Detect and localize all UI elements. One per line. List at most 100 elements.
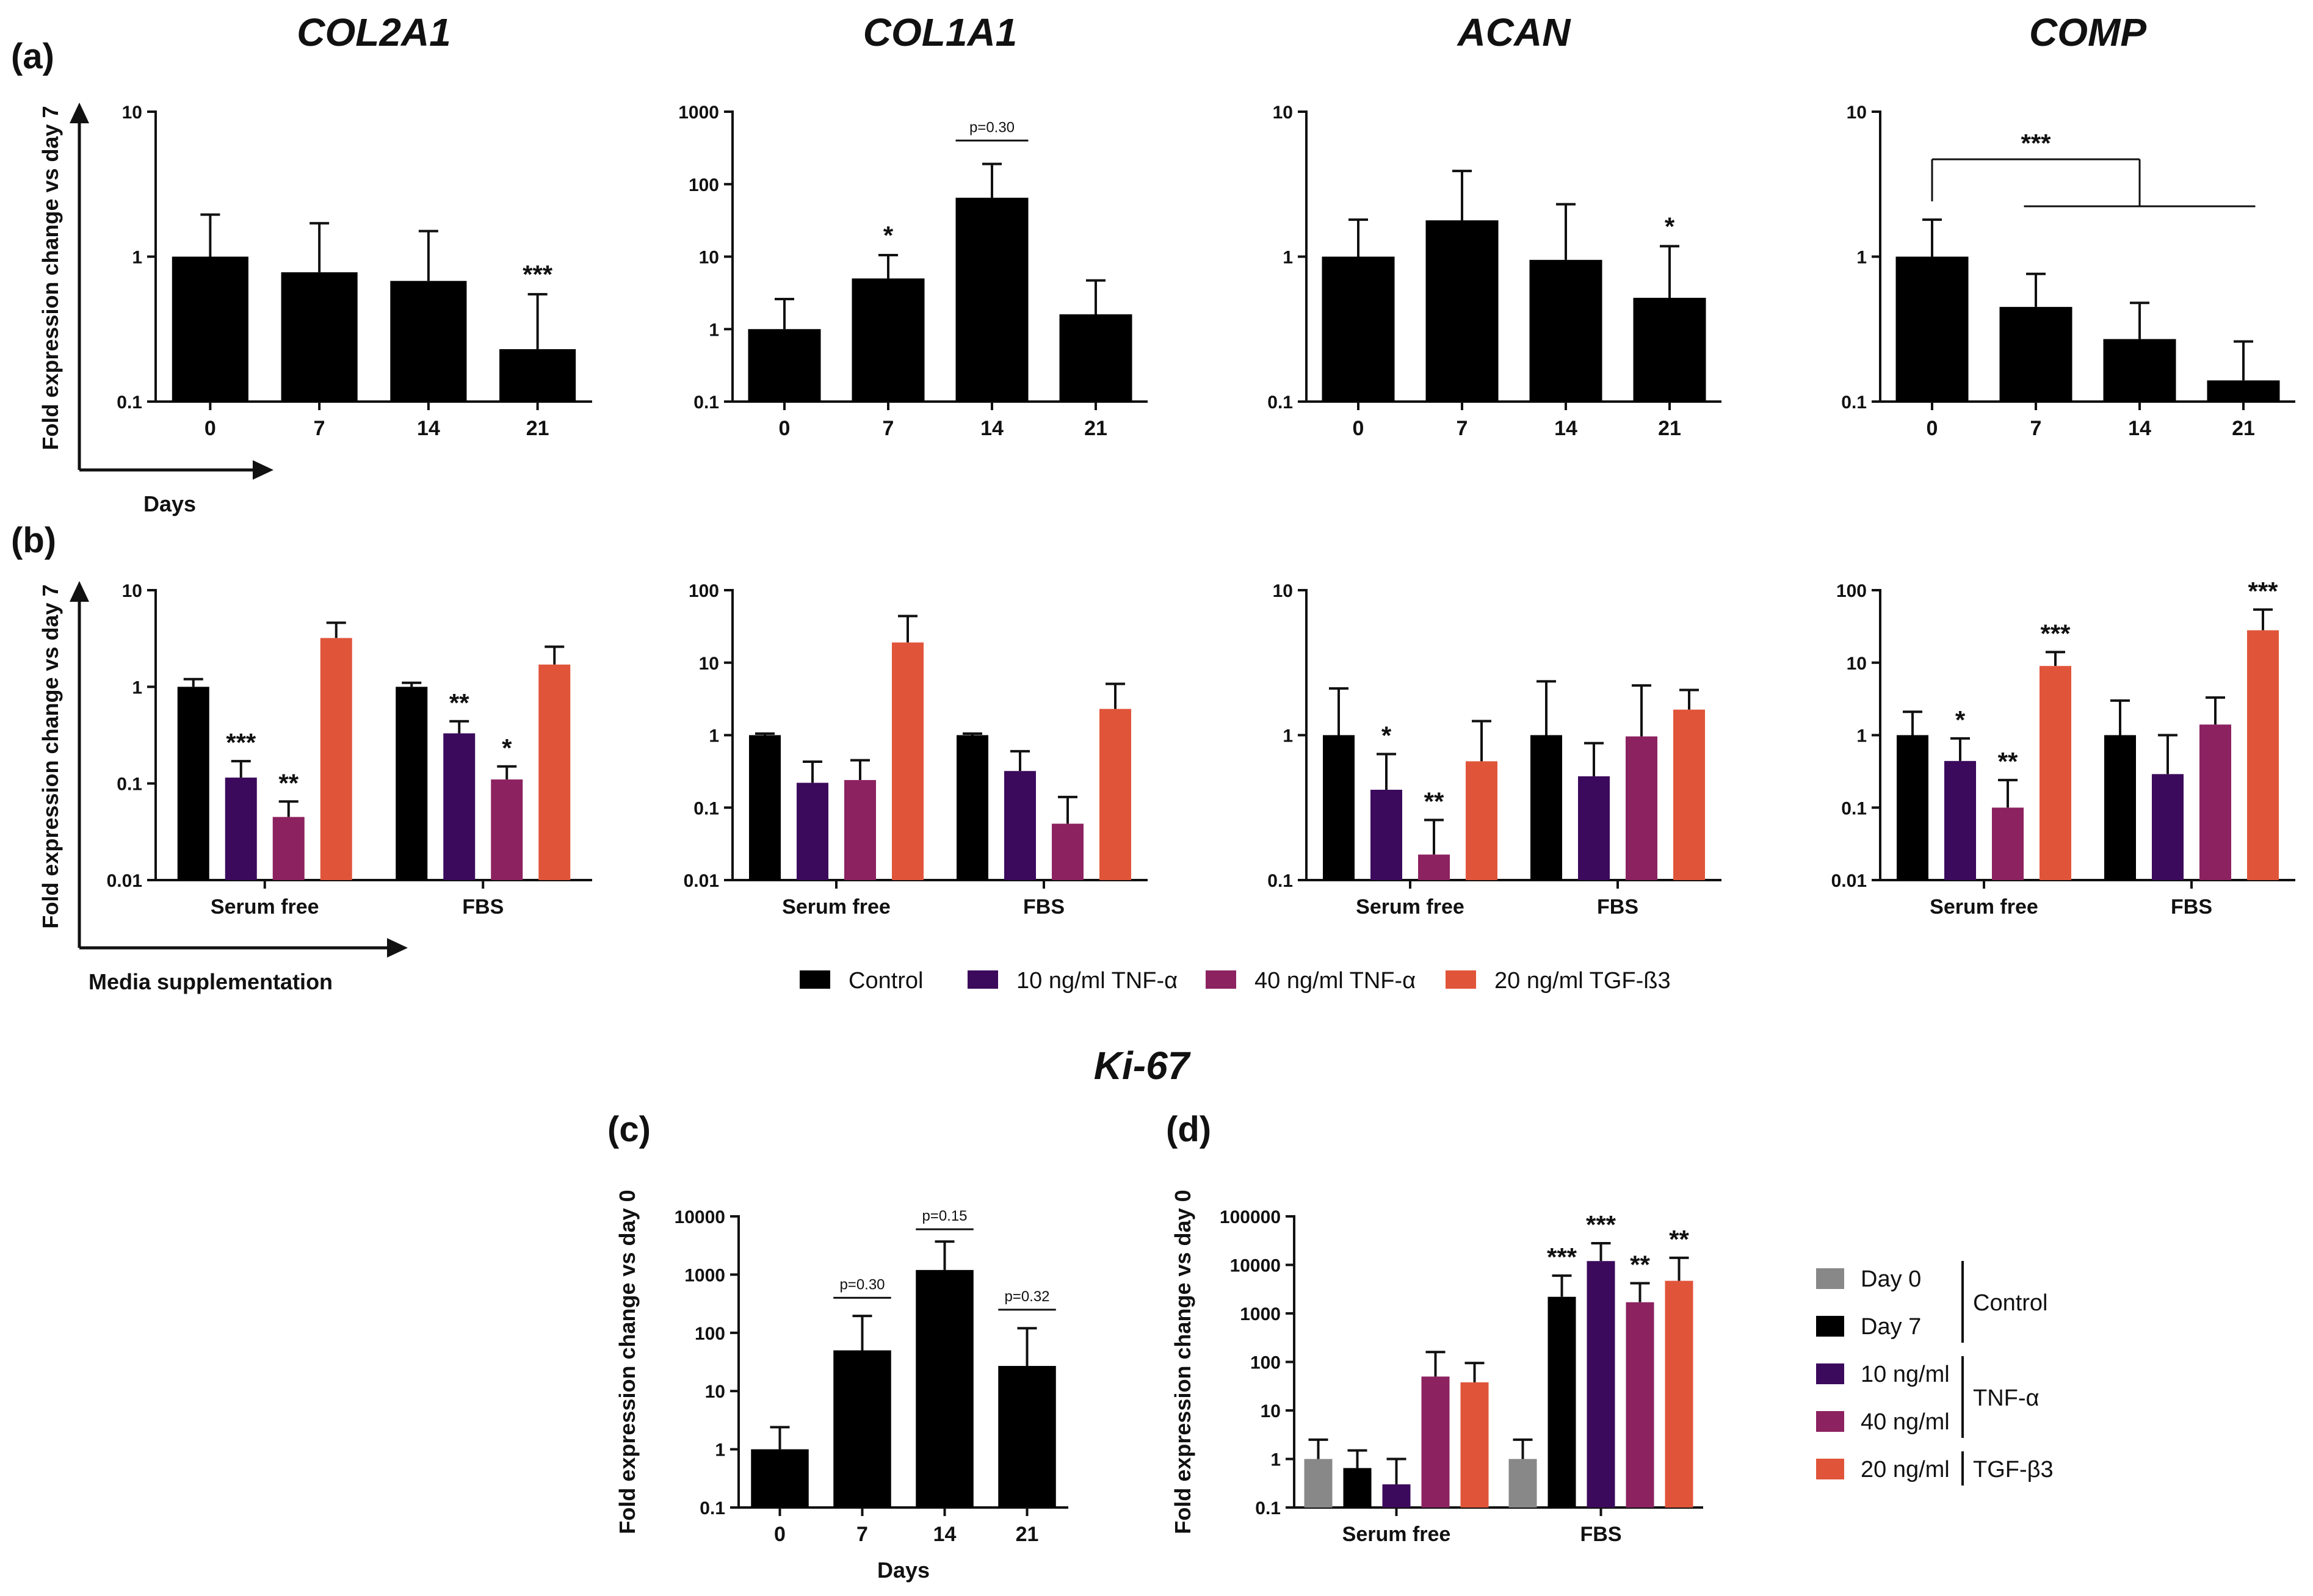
bar: [396, 687, 428, 880]
bar: [1382, 1484, 1411, 1508]
x-tick-label: 21: [2232, 417, 2255, 440]
y-tick-label: 10: [699, 654, 719, 674]
legend-swatch: [800, 970, 830, 989]
y-tick-label: 0.1: [1841, 798, 1867, 818]
legend-group-label: TNF-α: [1973, 1385, 2040, 1411]
arrow-head: [70, 103, 89, 123]
p-value-label: p=0.30: [839, 1276, 885, 1293]
legend-item-label: 20 ng/ml: [1861, 1457, 1950, 1482]
x-tick-label: FBS: [1580, 1523, 1622, 1546]
gene-title: COL2A1: [297, 10, 451, 54]
bar: [2040, 666, 2071, 880]
legend-item-label: 40 ng/ml: [1861, 1409, 1950, 1435]
y-tick-label: 1: [132, 677, 142, 698]
bar: [1004, 771, 1036, 880]
bar: [2104, 735, 2136, 880]
x-tick-label: 14: [980, 417, 1004, 440]
significance-label: **: [449, 688, 469, 717]
legend-item-label: Control: [849, 968, 924, 994]
bar: [1418, 854, 1450, 880]
x-tick-label: FBS: [1023, 895, 1065, 919]
bar: [1897, 735, 1928, 880]
x-tick-label: Serum free: [1356, 895, 1464, 919]
bar: [1508, 1459, 1537, 1508]
y-axis-title: Fold expression change vs day 0: [615, 1190, 640, 1534]
significance-label: **: [1424, 787, 1444, 815]
bar: [1665, 1280, 1693, 1508]
x-tick-label: 14: [2128, 417, 2151, 440]
y-tick-label: 1: [1270, 1450, 1281, 1470]
bar: [2152, 774, 2184, 880]
bar: [2207, 380, 2280, 402]
y-axis-title: Fold expression change vs day 7: [38, 584, 63, 928]
legend-item-label: Day 0: [1861, 1266, 1921, 1292]
x-tick-label: 14: [1554, 417, 1577, 440]
bar: [1547, 1296, 1576, 1508]
bar: [390, 281, 467, 402]
y-tick-label: 1: [132, 248, 142, 268]
bar: [538, 664, 571, 880]
legend-item-label: 40 ng/ml TNF-α: [1254, 968, 1416, 994]
legend-item-label: 20 ng/ml TGF-ß3: [1494, 968, 1671, 994]
y-tick-label: 100000: [1220, 1207, 1281, 1227]
bar: [1323, 735, 1355, 880]
bar: [1633, 297, 1706, 402]
ki67-title: Ki-67: [1094, 1044, 1192, 1088]
bar: [1529, 259, 1602, 402]
bar: [2199, 724, 2231, 880]
bar: [916, 1269, 974, 1508]
bar: [2103, 339, 2176, 402]
significance-label: ***: [226, 728, 256, 757]
arrow-head: [70, 581, 89, 602]
bar: [833, 1350, 891, 1508]
p-value-label: p=0.30: [969, 119, 1015, 135]
y-tick-label: 0.01: [684, 871, 719, 891]
significance-label: ***: [523, 260, 553, 289]
legend-swatch: [1446, 970, 1476, 989]
x-tick-label: 21: [1084, 417, 1107, 440]
y-tick-label: 0.01: [1831, 871, 1867, 891]
x-tick-label: 0: [779, 417, 791, 440]
y-tick-label: 100: [1836, 581, 1867, 601]
y-tick-label: 0.1: [117, 392, 142, 413]
x-tick-label: 7: [314, 417, 325, 440]
panel-label-a: (a): [11, 37, 54, 76]
bar: [1052, 823, 1084, 880]
y-tick-label: 1: [1283, 726, 1293, 746]
significance-label: *: [1665, 212, 1675, 240]
bar: [177, 687, 209, 880]
bar: [1895, 256, 1969, 402]
significance-label: *: [1381, 721, 1392, 750]
axis-arrow-label: Media supplementation: [89, 969, 333, 994]
bar: [281, 272, 358, 402]
bar: [892, 642, 924, 880]
y-tick-label: 10: [1261, 1401, 1281, 1421]
bar: [172, 256, 248, 402]
y-tick-label: 0.1: [700, 1498, 725, 1518]
y-tick-label: 100: [689, 175, 719, 195]
legend-swatch: [1816, 1268, 1844, 1289]
x-tick-label: 21: [1658, 417, 1681, 440]
y-tick-label: 0.1: [1267, 871, 1293, 891]
bar: [2247, 630, 2279, 880]
bar: [272, 817, 305, 880]
significance-label: *: [1955, 706, 1966, 734]
p-value-label: p=0.32: [1004, 1288, 1049, 1305]
legend-swatch: [1206, 970, 1236, 989]
x-tick-label: 7: [856, 1523, 868, 1546]
bar: [957, 735, 988, 880]
bar: [1587, 1261, 1615, 1508]
y-tick-label: 10: [705, 1382, 725, 1402]
legend-swatch: [968, 970, 998, 989]
x-tick-label: Serum free: [211, 895, 319, 919]
x-tick-label: Serum free: [1342, 1523, 1451, 1546]
y-tick-label: 10000: [1230, 1256, 1281, 1276]
y-tick-label: 10: [1847, 103, 1867, 123]
y-tick-label: 1000: [678, 103, 719, 123]
x-axis-title: Days: [877, 1558, 930, 1583]
gene-title: ACAN: [1457, 10, 1572, 54]
legend-swatch: [1816, 1459, 1844, 1479]
bar: [1999, 306, 2072, 402]
y-tick-label: 10: [1847, 654, 1867, 674]
